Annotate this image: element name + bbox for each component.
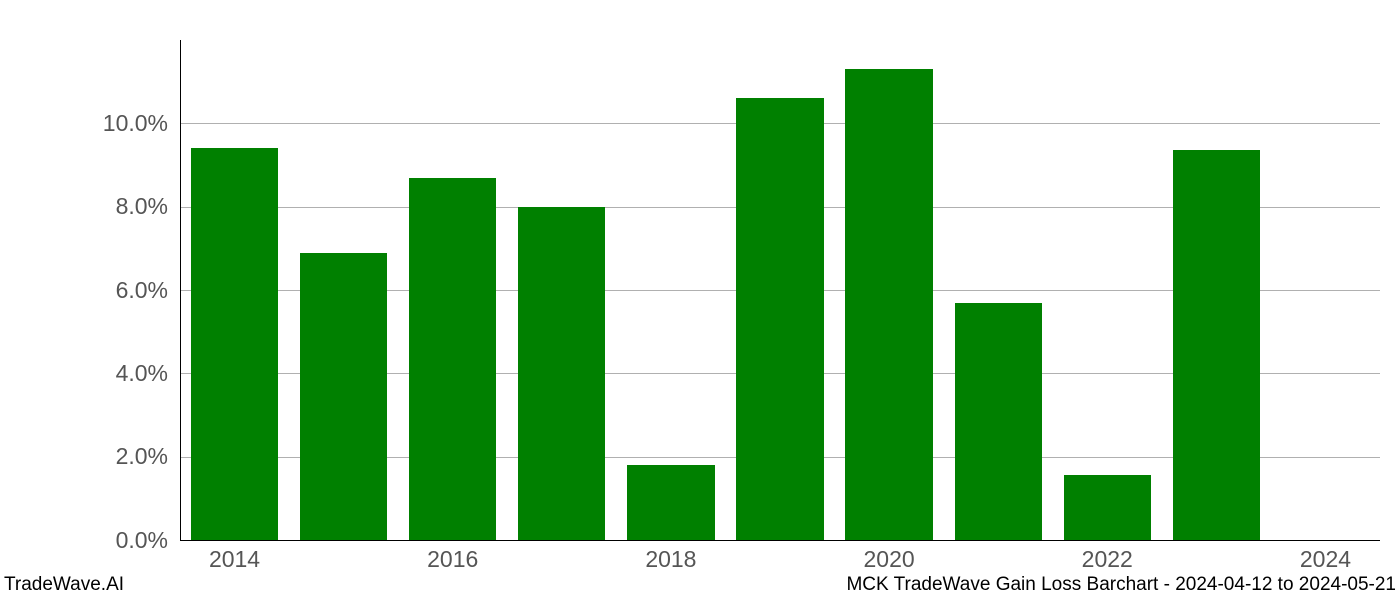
chart-container: TradeWave.AI MCK TradeWave Gain Loss Bar… [0, 0, 1400, 600]
x-axis-label: 2022 [1067, 546, 1147, 573]
bar [1173, 150, 1260, 540]
x-axis-label: 2014 [195, 546, 275, 573]
y-axis-label: 0.0% [116, 527, 168, 554]
x-axis-label: 2018 [631, 546, 711, 573]
y-axis-line [180, 40, 181, 540]
bar [845, 69, 932, 540]
y-axis-label: 4.0% [116, 360, 168, 387]
plot-area [180, 40, 1380, 540]
footer-left-label: TradeWave.AI [4, 574, 124, 596]
x-axis-label: 2024 [1285, 546, 1365, 573]
x-axis-label: 2020 [849, 546, 929, 573]
bar [1064, 475, 1151, 540]
bar [518, 207, 605, 540]
x-axis-label: 2016 [413, 546, 493, 573]
y-axis-label: 8.0% [116, 193, 168, 220]
bar [409, 178, 496, 541]
y-axis-label: 6.0% [116, 277, 168, 304]
bar [300, 253, 387, 541]
x-axis-line [180, 540, 1380, 541]
bar [955, 303, 1042, 541]
footer-right-label: MCK TradeWave Gain Loss Barchart - 2024-… [846, 574, 1396, 596]
bar [627, 465, 714, 540]
bar [736, 98, 823, 540]
bar [191, 148, 278, 540]
y-axis-label: 10.0% [103, 110, 168, 137]
y-axis-label: 2.0% [116, 443, 168, 470]
